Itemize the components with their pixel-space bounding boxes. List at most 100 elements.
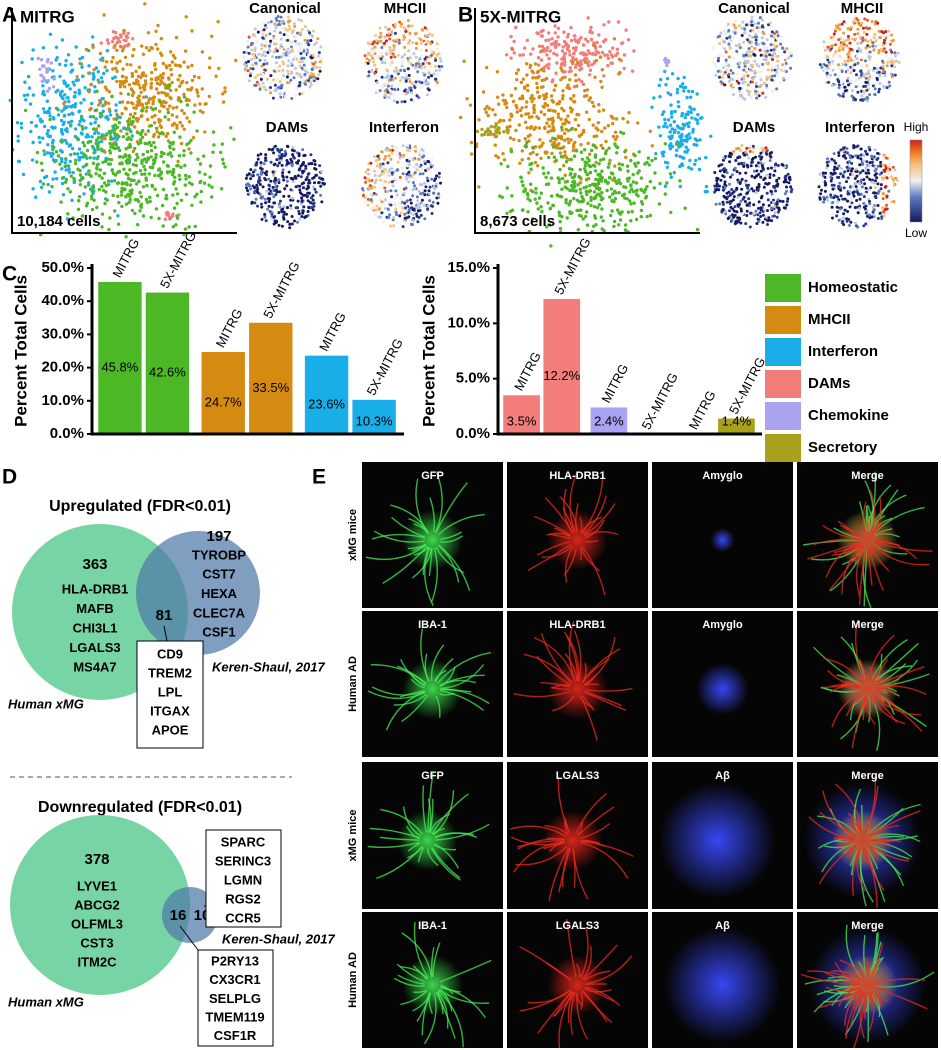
cell-dot	[827, 67, 830, 70]
cell-dot	[64, 59, 67, 62]
cell-dot	[834, 43, 837, 46]
cell-dot	[594, 216, 597, 219]
cell-dot	[400, 25, 403, 28]
cell-dot	[221, 142, 224, 145]
cell-dot	[69, 153, 72, 156]
cell-dot	[823, 40, 826, 43]
cell-dot	[378, 208, 381, 211]
cell-dot	[265, 190, 268, 193]
cell-dot	[320, 58, 323, 61]
cell-dot	[273, 163, 276, 166]
cell-dot	[275, 61, 278, 64]
cell-dot	[841, 70, 844, 73]
cell-dot	[250, 49, 253, 52]
cell-dot	[398, 42, 401, 45]
cell-dot	[414, 171, 417, 174]
cell-dot	[167, 111, 170, 114]
cell-dot	[117, 181, 120, 184]
cell-dot	[731, 78, 734, 81]
cell-dot	[277, 211, 280, 214]
cell-dot	[418, 151, 421, 154]
cell-dot	[210, 186, 213, 189]
cell-dot	[381, 76, 384, 79]
cell-dot	[651, 144, 654, 147]
cell-dot	[131, 134, 134, 137]
cell-dot	[272, 216, 275, 219]
cell-dot	[411, 82, 414, 85]
cell-dot	[440, 60, 443, 63]
cell-dot	[564, 180, 567, 183]
cell-dot	[293, 220, 296, 223]
cell-dot	[592, 164, 595, 167]
cell-dot	[769, 190, 772, 193]
cell-dot	[773, 205, 776, 208]
cell-dot	[590, 149, 593, 152]
cell-dot	[868, 148, 871, 151]
cell-dot	[87, 72, 90, 75]
cell-dot	[304, 215, 307, 218]
cell-dot	[16, 121, 19, 124]
cell-dot	[520, 180, 523, 183]
cell-dot	[102, 97, 105, 100]
cell-dot	[307, 43, 310, 46]
cell-dot	[849, 71, 852, 74]
cell-dot	[866, 100, 869, 103]
cell-dot	[746, 187, 749, 190]
cell-dot	[855, 73, 858, 76]
cell-dot	[317, 73, 320, 76]
cell-dot	[128, 161, 131, 164]
cell-dot	[604, 140, 607, 143]
cell-dot	[502, 119, 505, 122]
cell-dot	[87, 64, 90, 67]
cell-dot	[313, 167, 316, 170]
cell-dot	[842, 92, 845, 95]
cell-dot	[598, 173, 601, 176]
cell-dot	[256, 205, 259, 208]
cell-dot	[521, 149, 524, 152]
cell-dot	[119, 80, 122, 83]
cell-dot	[274, 145, 277, 148]
cell-dot	[111, 40, 114, 43]
cell-dot	[394, 189, 397, 192]
cell-dot	[765, 62, 768, 65]
cell-dot	[549, 244, 552, 247]
cell-dot	[519, 176, 522, 179]
cell-dot	[542, 105, 545, 108]
cell-dot	[373, 186, 376, 189]
cell-dot	[722, 66, 725, 69]
cell-dot	[87, 181, 90, 184]
cell-dot	[436, 54, 439, 57]
cell-dot	[789, 185, 792, 188]
cell-dot	[263, 85, 266, 88]
cell-dot	[152, 141, 155, 144]
cell-dot	[658, 95, 661, 98]
cell-dot	[17, 139, 20, 142]
cell-dot	[561, 155, 564, 158]
cell-dot	[582, 217, 585, 220]
cell-dot	[653, 171, 656, 174]
cell-dot	[278, 86, 281, 89]
cell-dot	[393, 26, 396, 29]
cell-dot	[121, 49, 124, 52]
cell-dot	[100, 225, 103, 228]
cell-dot	[276, 148, 279, 151]
cell-dot	[397, 54, 400, 57]
cell-dot	[35, 160, 38, 163]
cell-dot	[126, 101, 129, 104]
cell-dot	[57, 154, 60, 157]
cell-dot	[61, 97, 64, 100]
cell-dot	[24, 109, 27, 112]
cell-dot	[182, 149, 185, 152]
cell-dot	[412, 52, 415, 55]
cell-dot	[55, 177, 58, 180]
cell-dot	[575, 84, 578, 87]
cell-dot	[627, 111, 630, 114]
cell-dot	[381, 60, 384, 63]
cell-dot	[188, 175, 191, 178]
cell-dot	[272, 151, 275, 154]
cell-dot	[48, 114, 51, 117]
cell-dot	[64, 161, 67, 164]
cell-dot	[380, 211, 383, 214]
cell-dot	[220, 187, 223, 190]
cell-dot	[822, 45, 825, 48]
